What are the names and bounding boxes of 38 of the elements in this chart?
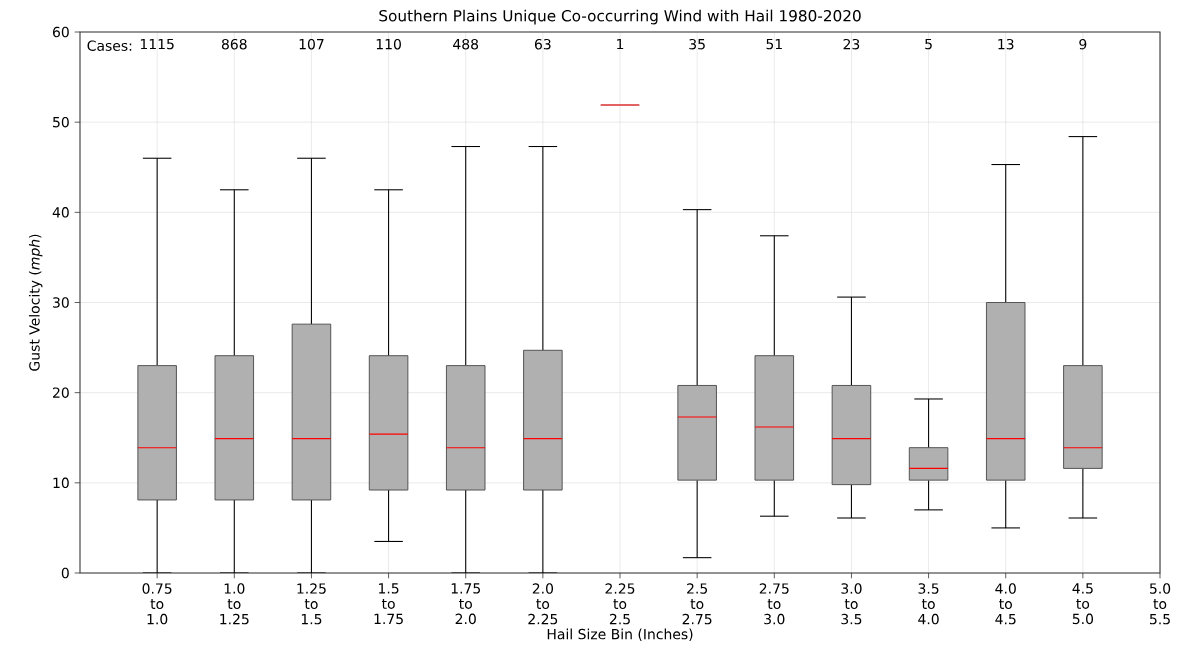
x-tick-label: 3.5 to 4.0 [918,583,939,625]
y-axis-title: Gust Velocity (mph) [28,234,43,371]
chart-title: Southern Plains Unique Co-occurring Wind with Hail 1980-2020 [379,9,861,25]
x-tick-label: 5.0 to 5.5 [1150,583,1171,625]
annotation: 107 [299,38,324,50]
annotation: 13 [998,38,1014,50]
annotation: 9 [1079,38,1087,50]
x-axis-title: Hail Size Bin (Inches) [547,628,693,642]
x-tick-label: 1.0 to 1.25 [220,583,249,625]
y-tick-label: 40 [52,207,69,218]
annotation: 35 [689,38,705,50]
y-tick-label: 0 [61,567,69,579]
x-tick-label: 2.75 to 3.0 [759,583,789,625]
x-tick-label: 1.75 to 2.0 [451,583,481,625]
x-tick-label: 2.0 to 2.25 [528,583,558,625]
x-tick-label: 0.75 to 1.0 [142,583,172,625]
annotation: 5 [925,38,932,50]
x-tick-label: 1.5 to 1.75 [374,583,403,625]
annotation: 63 [534,38,551,50]
annotation: 488 [453,38,479,50]
x-tick-label: 2.25 to 2.5 [605,583,635,625]
annotation: 110 [376,38,401,50]
annotation: 1115 [140,38,174,50]
y-tick-label: 30 [53,297,69,308]
annotation: 51 [766,38,782,50]
annotation: 23 [843,38,860,50]
x-tick-label: 4.5 to 5.0 [1072,583,1094,625]
x-tick-label: 4.0 to 4.5 [995,583,1016,625]
x-tick-label: 3.0 to 3.5 [841,583,862,625]
annotation: 1 [617,38,624,50]
y-tick-label: 10 [53,477,69,489]
annotation: Cases: [87,40,132,51]
y-tick-label: 60 [52,26,69,38]
x-tick-label: 2.5 to 2.75 [682,583,712,625]
y-tick-label: 50 [53,116,69,128]
annotation: 868 [221,38,247,50]
y-tick-label: 20 [53,387,69,398]
x-tick-label: 1.25 to 1.5 [297,583,326,625]
